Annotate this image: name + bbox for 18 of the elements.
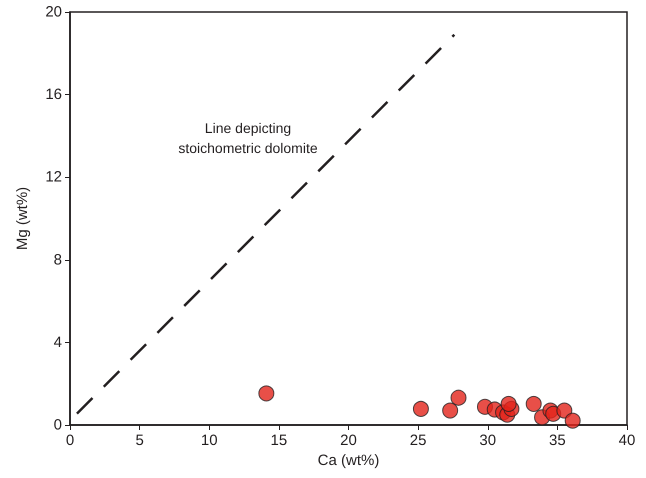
x-tick-label: 5	[135, 432, 144, 449]
x-tick-label: 35	[549, 432, 566, 449]
y-tick-label: 4	[54, 334, 62, 351]
x-axis-title: Ca (wt%)	[318, 452, 380, 469]
y-tick-label: 12	[45, 168, 62, 186]
x-tick-label: 10	[200, 432, 218, 449]
x-tick-label: 0	[66, 432, 74, 449]
y-tick-label: 8	[54, 251, 62, 268]
x-tick-label: 40	[618, 432, 636, 449]
x-tick-label: 25	[410, 432, 426, 449]
x-tick-label: 20	[340, 432, 357, 449]
y-tick-label: 0	[54, 416, 62, 434]
x-tick-label: 15	[270, 432, 288, 449]
y-tick-label: 20	[45, 4, 62, 20]
annotation: Line depicting stoichometric dolomite	[178, 120, 318, 156]
x-tick-label: 30	[479, 432, 496, 449]
y-tick-label: 16	[45, 86, 62, 104]
y-axis-title: Mg (wt%)	[14, 186, 31, 250]
